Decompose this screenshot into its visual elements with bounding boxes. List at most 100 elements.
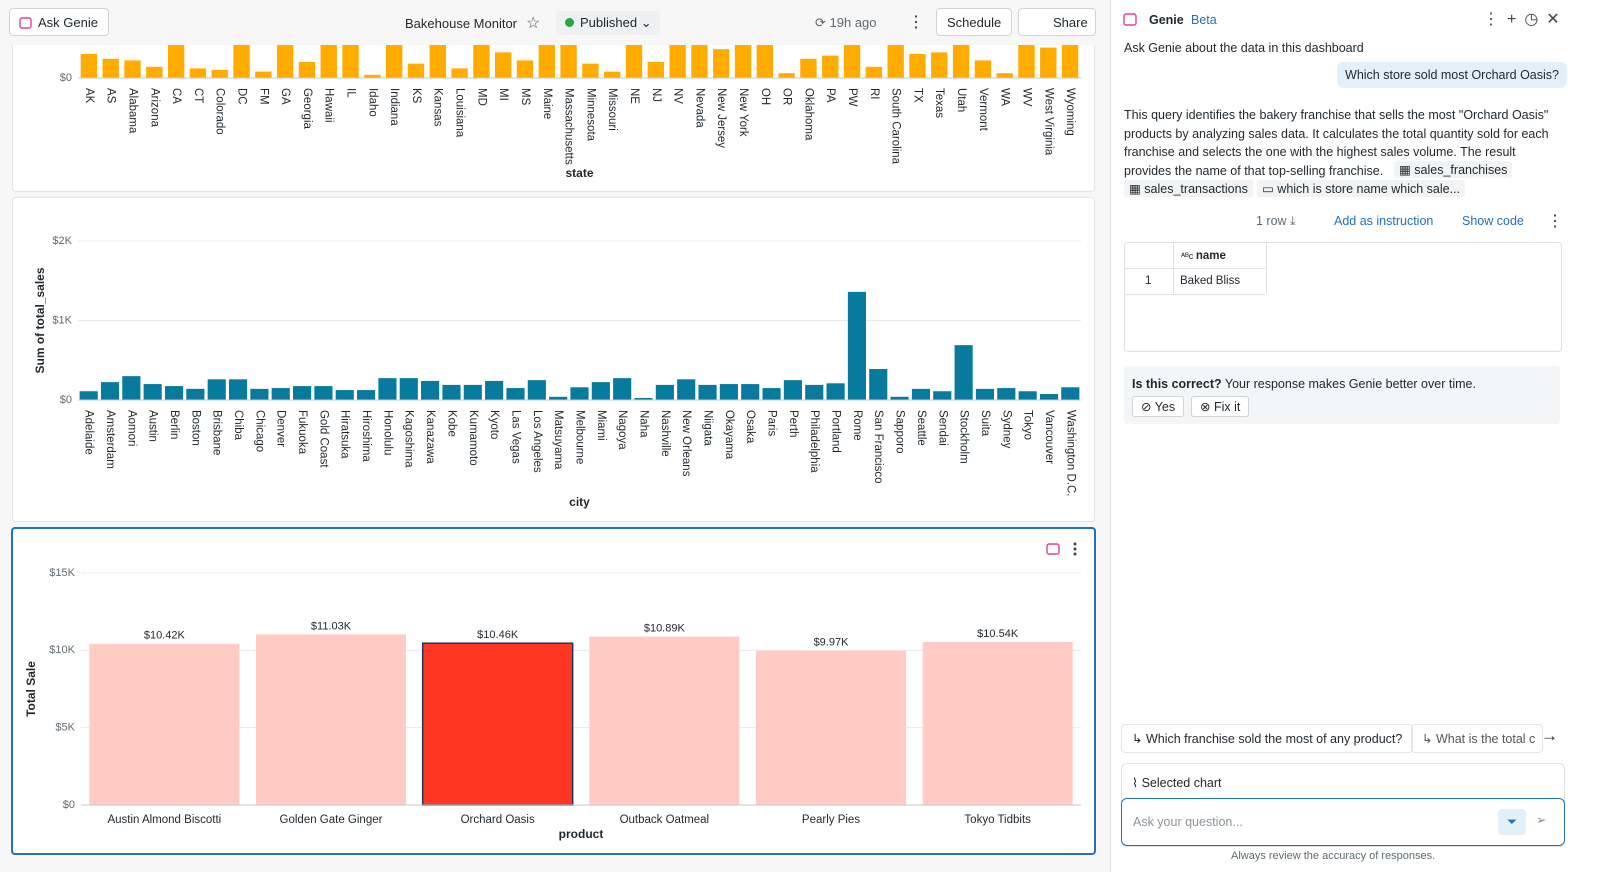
- fix-button[interactable]: ⊗ Fix it: [1191, 396, 1250, 417]
- x-tick-label: Boston: [189, 410, 201, 446]
- x-tick-label: Vancouver: [1043, 410, 1055, 464]
- x-tick-label: Arizona: [148, 88, 160, 128]
- refreshed: 19h ago: [829, 15, 877, 30]
- bar: [100, 382, 120, 400]
- menu[interactable]: ⋮: [908, 14, 924, 31]
- cell: Baked Bliss: [1180, 275, 1241, 287]
- feedback-text: Is this correct? Your response makes Gen…: [1132, 377, 1476, 391]
- city-chart: $0 $1K $2K Adelaide Amsterdam Aomori Austin Ber…: [33, 235, 1081, 509]
- bar: [698, 384, 717, 400]
- bar: [189, 68, 207, 78]
- x-tick-label: Tokyo Tidbits: [964, 814, 1031, 826]
- x-tick-label: Niigata: [702, 410, 714, 446]
- status-pill[interactable]: Published ⌄: [556, 11, 660, 35]
- value-label: $9.97K: [814, 637, 850, 649]
- x-tick-label: Nevada: [693, 88, 705, 128]
- table-chip[interactable]: ▦ sales_franchises: [1394, 161, 1513, 178]
- bar: [996, 73, 1013, 78]
- user-question: Which store sold most Orchard Oasis?: [1337, 62, 1567, 88]
- yes-button[interactable]: ⊘ Yes: [1132, 396, 1185, 417]
- x-tick-label: Sendai: [936, 410, 948, 446]
- suggestion[interactable]: ↳ Which franchise sold the most of any p…: [1121, 724, 1414, 753]
- x-tick-label: MI: [497, 88, 509, 101]
- question-input[interactable]: Ask your question... ⏷ ➢: [1121, 798, 1565, 846]
- show-code[interactable]: Show code: [1462, 214, 1524, 228]
- suggestion[interactable]: ↳ What is the total c: [1411, 724, 1543, 753]
- x-tick-label: GA: [279, 88, 291, 105]
- bar: [582, 63, 599, 78]
- genie-title: Genie: [1149, 13, 1184, 27]
- x-tick-label: Berlin: [168, 410, 180, 439]
- x-tick-label: Orchard Oasis: [461, 814, 535, 826]
- bar: [570, 387, 589, 400]
- panel-actions[interactable]: ⋮+◷✕: [1483, 11, 1568, 28]
- product-panel: $0 $5K $10K $15K $10.42K Austin Almond Biscot…: [11, 527, 1096, 855]
- x-tick-label: NE: [628, 88, 640, 104]
- x-tick-label: Seattle: [915, 410, 927, 446]
- bar: [298, 62, 316, 78]
- x-tick-label: Minnesota: [584, 88, 596, 142]
- selected-chart: ⌇ Selected chart: [1132, 776, 1222, 790]
- input-area: ⌇ Selected chart Ask your question... ⏷ …: [1121, 763, 1565, 847]
- x-tick-label: Kyoto: [488, 410, 500, 439]
- table-chip[interactable]: ▦ sales_transactions: [1124, 180, 1253, 197]
- y-tick-label: $0: [60, 72, 72, 84]
- x-axis-label: product: [559, 827, 604, 841]
- y-tick-label: $0: [63, 799, 75, 811]
- x-tick-label: Kansas: [432, 88, 444, 127]
- x-tick-label: San Francisco: [872, 410, 884, 484]
- bar: [1061, 387, 1080, 400]
- status-dot: [565, 18, 574, 27]
- step-chip[interactable]: ▭ which is store name which sale...: [1257, 180, 1466, 197]
- bar: [256, 634, 406, 805]
- bar: [890, 396, 909, 400]
- bar: [102, 58, 119, 78]
- next-arrow[interactable]: →: [1541, 726, 1558, 745]
- x-tick-label: Tokyo: [1022, 410, 1034, 440]
- x-tick-label: New York: [737, 88, 749, 137]
- x-tick-label: Pearly Pies: [802, 814, 860, 826]
- ask-genie-button[interactable]: Ask Genie: [9, 8, 109, 36]
- bar: [143, 384, 162, 400]
- genie-icon: [19, 17, 32, 29]
- x-tick-label: Suita: [979, 410, 991, 437]
- x-tick-label: Nashville: [659, 410, 671, 457]
- bar: [378, 378, 397, 400]
- share-button[interactable]: Share: [1018, 8, 1096, 36]
- add-instruction[interactable]: Add as instruction: [1334, 214, 1434, 228]
- step-name: which is store name which sale...: [1277, 182, 1461, 196]
- bar: [909, 54, 926, 78]
- placeholder: Ask your question...: [1133, 815, 1243, 829]
- table-name: sales_franchises: [1414, 163, 1508, 177]
- x-tick-label: Austin: [147, 410, 159, 442]
- x-tick-label: Louisiana: [454, 88, 466, 138]
- refresh[interactable]: ⟳ 19h ago: [815, 15, 877, 30]
- x-tick-label: AK: [83, 88, 95, 104]
- x-tick-label: Paris: [766, 410, 778, 436]
- bar: [741, 384, 760, 400]
- header: Ask Genie Bakehouse Monitor ☆ Published …: [0, 0, 1105, 45]
- result-menu[interactable]: ⋮: [1547, 213, 1563, 230]
- intro: Ask Genie about the data in this dashboa…: [1124, 41, 1364, 55]
- panel-icons[interactable]: [1045, 541, 1095, 557]
- x-tick-label: South Carolina: [890, 88, 902, 165]
- x-tick-label: NJ: [650, 88, 662, 102]
- y-axis-label: Sum of total_sales: [33, 267, 47, 373]
- x-tick-label: FM: [257, 88, 269, 105]
- bar: [228, 379, 248, 400]
- send[interactable]: ➢: [1536, 813, 1547, 827]
- x-tick-label: Chicago: [253, 410, 265, 452]
- bar: [271, 388, 290, 400]
- schedule-button[interactable]: Schedule: [936, 8, 1013, 36]
- filter[interactable]: ⏷: [1498, 809, 1526, 835]
- bar: [655, 384, 674, 400]
- x-tick-label: KS: [410, 88, 422, 104]
- star[interactable]: ☆: [526, 15, 541, 32]
- x-tick-label: Golden Gate Ginger: [280, 814, 383, 826]
- genie-panel: Genie Beta ⋮+◷✕ Ask Genie about the data…: [1110, 0, 1600, 872]
- bar: [1018, 391, 1037, 400]
- genie-icon: [1123, 13, 1137, 26]
- x-tick-label: Adelaide: [83, 410, 95, 455]
- x-tick-label: RI: [868, 88, 880, 100]
- label: What is the total c: [1435, 732, 1536, 746]
